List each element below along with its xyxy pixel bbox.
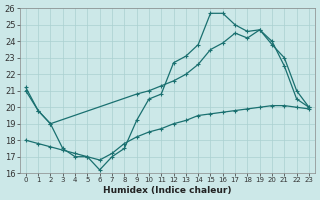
X-axis label: Humidex (Indice chaleur): Humidex (Indice chaleur) [103, 186, 232, 195]
